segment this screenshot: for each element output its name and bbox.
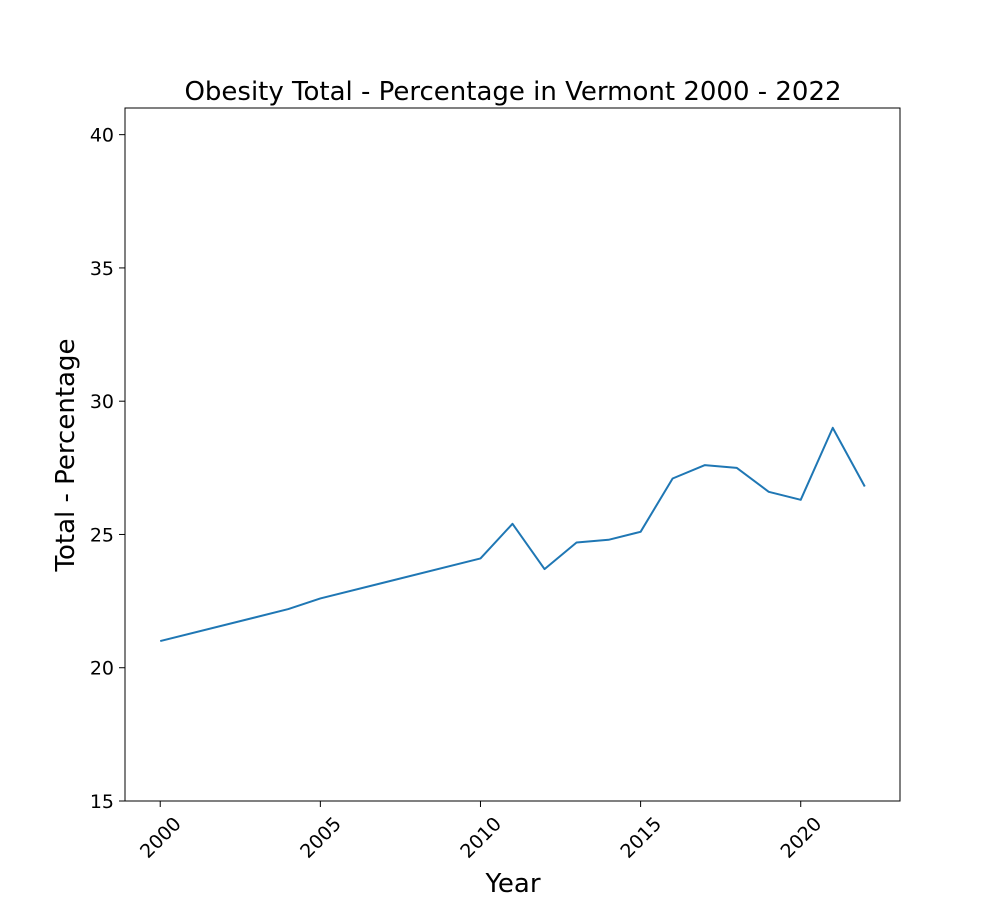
chart-title: Obesity Total - Percentage in Vermont 20… [184,77,841,107]
x-axis-label: Year [484,869,540,899]
y-tick-label: 30 [90,391,114,413]
y-tick-label: 15 [90,791,114,813]
x-tick-label: 2015 [616,813,666,863]
x-tick-label: 2000 [136,813,186,863]
x-tick-label: 2020 [777,813,827,863]
y-tick-label: 20 [90,658,114,680]
plot-area: 15 20 25 30 35 40 2000 2005 2010 2015 2020 [90,125,866,863]
y-tick-label: 25 [90,524,114,546]
y-axis-label: Total - Percentage [51,339,81,573]
plot-frame [124,107,901,802]
series-line [159,426,866,643]
y-tick-label: 40 [90,125,114,147]
y-tick-label: 35 [90,258,114,280]
x-tick-label: 2010 [456,813,506,863]
x-tick-label: 2005 [296,813,346,863]
